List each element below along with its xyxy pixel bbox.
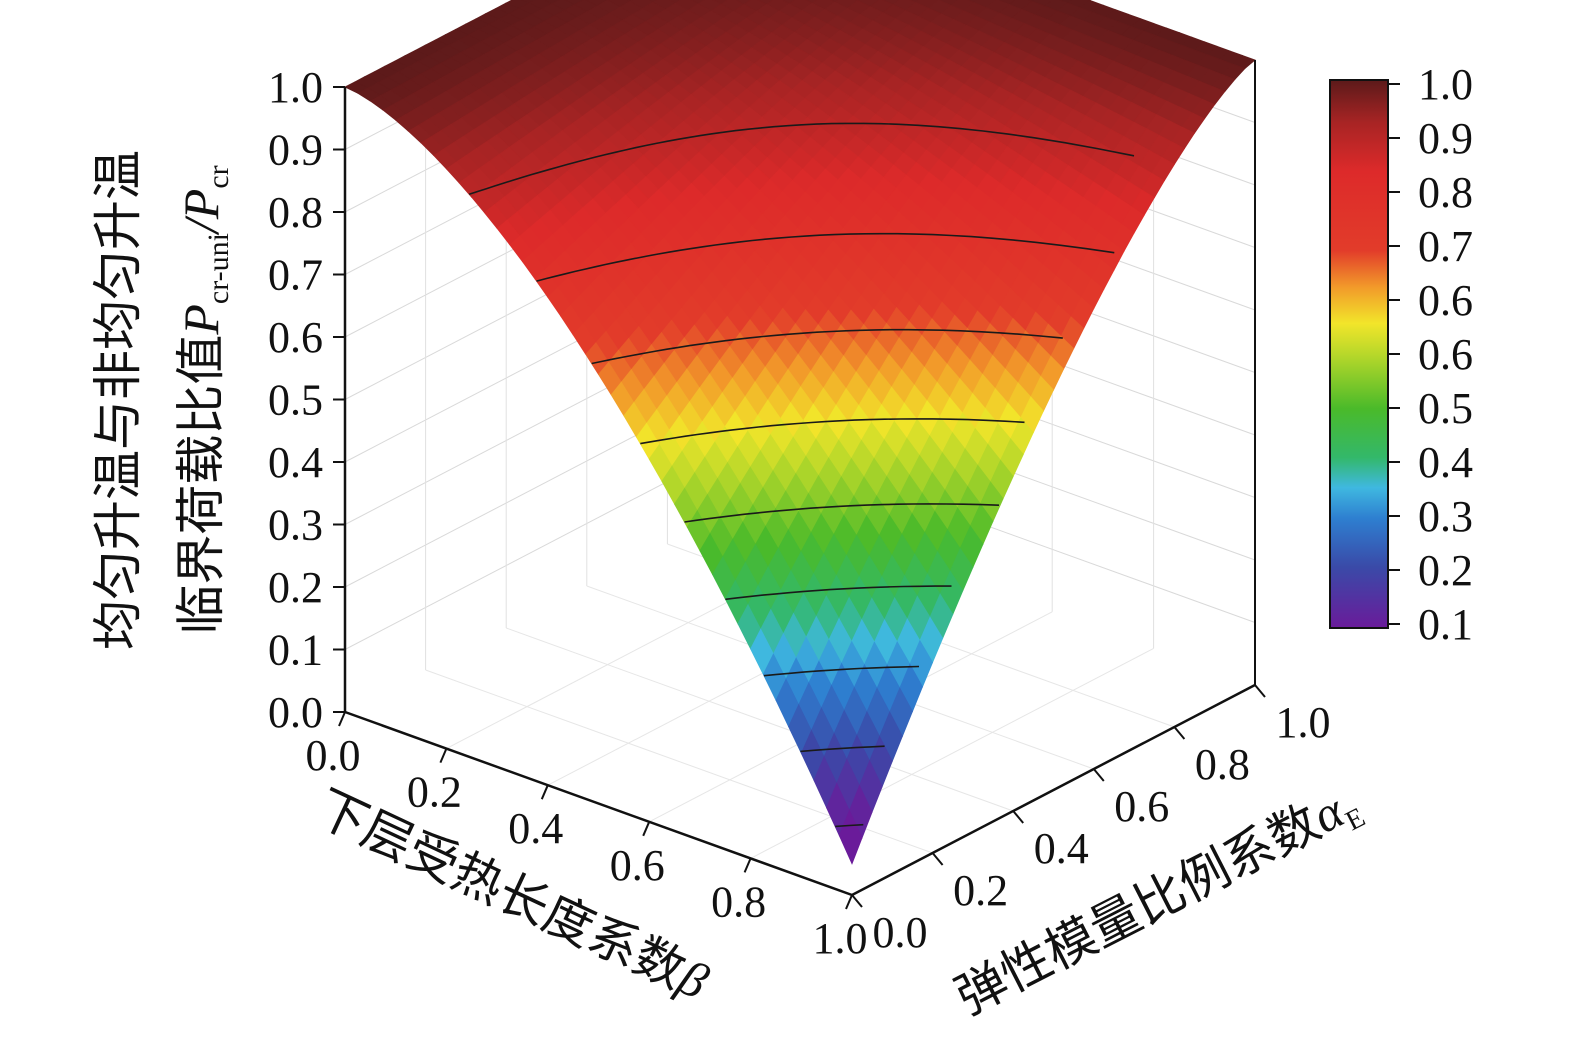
beta-tick-label: 0.6 xyxy=(610,841,665,890)
contour-line xyxy=(835,823,864,828)
z-axis-title: 均匀升温与非均匀升温 xyxy=(90,150,146,650)
contour-line xyxy=(536,232,1115,282)
colorbar-tick-label: 0.1 xyxy=(1418,600,1473,649)
beta-tick-label: 0.4 xyxy=(508,804,563,853)
z-tick-label: 0.5 xyxy=(268,376,323,425)
beta-tick-mark xyxy=(642,821,651,837)
colorbar-tick-label: 0.6 xyxy=(1418,276,1473,325)
z-axis-title-2: 临界荷载比值Pcr-uni/Pcr xyxy=(173,165,235,634)
colorbar-tick-label: 0.6 xyxy=(1418,330,1473,379)
alpha-tick-mark xyxy=(1254,684,1266,698)
alpha-tick-label: 0.8 xyxy=(1195,740,1250,789)
z-tick-label: 0.4 xyxy=(268,438,323,487)
beta-axis-line xyxy=(344,710,853,897)
beta-tick-mark xyxy=(845,894,853,910)
grid-line xyxy=(750,647,1154,859)
z-axis-title-sub2: cr xyxy=(202,165,235,188)
z-tick-label: 0.8 xyxy=(268,188,323,237)
colorbar-tick-label: 0.2 xyxy=(1418,546,1473,595)
beta-tick-mark xyxy=(743,858,752,873)
colorbar-tick-label: 0.7 xyxy=(1418,222,1473,271)
z-tick-label: 0.2 xyxy=(268,563,323,612)
alpha-tick-mark xyxy=(1012,810,1024,824)
alpha-tick-label: 0.4 xyxy=(1034,824,1089,873)
contour-line xyxy=(684,503,1000,523)
beta-tick-label: 0.8 xyxy=(711,877,766,926)
z-axis-title-line1: 均匀升温与非均匀升温 xyxy=(90,150,146,650)
z-tick-label: 0.9 xyxy=(268,126,323,175)
z-tick-label: 0.1 xyxy=(268,626,323,675)
z-axis-title-sub: cr-uni xyxy=(202,233,235,304)
z-tick-label: 0.0 xyxy=(268,688,323,737)
z-axis-title-line2-text: 临界荷载比值 xyxy=(173,335,229,635)
z-axis-ticks: 0.0 0.1 0.2 0.3 0.4 0.5 0.6 0.7 0.8 0.9 1.0 xyxy=(268,63,345,737)
colorbar: 1.0 0.9 0.8 0.7 0.6 0.6 0.5 0.4 0.3 0.2 0.1 xyxy=(1329,60,1473,649)
colorbar-tick-label: 1.0 xyxy=(1418,60,1473,109)
beta-tick-label: 0.0 xyxy=(306,731,361,780)
contour-line xyxy=(725,585,952,601)
beta-tick-mark xyxy=(338,711,346,727)
contour-line xyxy=(591,328,1063,365)
z-tick-label: 0.7 xyxy=(268,251,323,300)
alpha-axis-ticks: 0.0 0.2 0.4 0.6 0.8 1.0 xyxy=(851,684,1331,957)
beta-tick-mark xyxy=(540,784,549,800)
alpha-axis-line xyxy=(851,683,1256,897)
surface-patch xyxy=(838,809,863,865)
z-tick-label: 1.0 xyxy=(268,63,323,112)
contour-line xyxy=(800,745,885,753)
colorbar-tick-label: 0.9 xyxy=(1418,114,1473,163)
alpha-tick-mark xyxy=(1173,726,1186,740)
z-axis-title-sym: P xyxy=(173,304,229,336)
alpha-tick-mark xyxy=(851,894,863,908)
colorbar-tick-label: 0.3 xyxy=(1418,492,1473,541)
z-axis-title-sep: /P xyxy=(173,189,229,236)
colorbar-bar xyxy=(1329,79,1389,629)
alpha-tick-label: 1.0 xyxy=(1276,698,1331,747)
alpha-tick-label: 0.0 xyxy=(873,908,928,957)
alpha-tick-label: 0.6 xyxy=(1114,782,1169,831)
z-tick-label: 0.3 xyxy=(268,501,323,550)
surface xyxy=(344,0,1256,865)
colorbar-tick-label: 0.8 xyxy=(1418,168,1473,217)
beta-tick-mark xyxy=(439,748,448,763)
beta-tick-label: 1.0 xyxy=(813,914,868,963)
contour-line xyxy=(640,418,1025,445)
grid-line xyxy=(506,627,1014,812)
colorbar-tick-label: 0.4 xyxy=(1418,438,1473,487)
contour-line xyxy=(468,122,1135,196)
alpha-tick-label: 0.2 xyxy=(953,866,1008,915)
beta-tick-label: 0.2 xyxy=(407,768,462,817)
alpha-tick-mark xyxy=(931,852,944,866)
svg-text:临界荷载比值Pcr-uni/Pcr: 临界荷载比值Pcr-uni/Pcr xyxy=(173,165,235,634)
contour-line xyxy=(763,665,920,677)
colorbar-ticks: 1.0 0.9 0.8 0.7 0.6 0.6 0.5 0.4 0.3 0.2 0.1 xyxy=(1388,60,1473,649)
colorbar-tick-label: 0.5 xyxy=(1418,384,1473,433)
z-tick-label: 0.6 xyxy=(268,313,323,362)
beta-axis-ticks: 0.0 0.2 0.4 0.6 0.8 1.0 xyxy=(306,711,868,963)
alpha-tick-mark xyxy=(1093,768,1105,782)
